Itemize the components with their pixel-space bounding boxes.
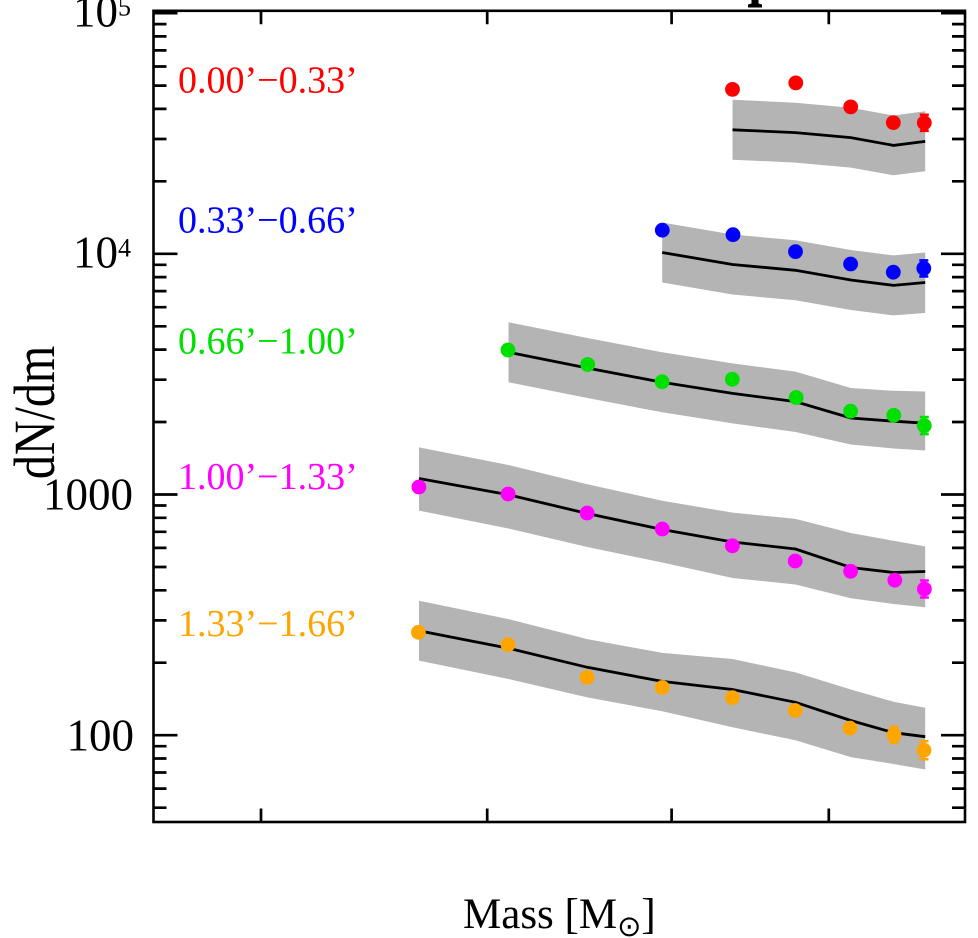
- svg-text:1.00’−1.33’: 1.00’−1.33’: [178, 456, 358, 498]
- svg-text:dN/dm: dN/dm: [2, 346, 68, 479]
- svg-text:100: 100: [67, 711, 135, 761]
- svg-text:1.33’−1.66’: 1.33’−1.66’: [178, 603, 358, 645]
- svg-text:0.33’−0.66’: 0.33’−0.66’: [178, 200, 358, 242]
- svg-text:0.66’−1.00’: 0.66’−1.00’: [178, 320, 358, 362]
- svg-text:0.00’−0.33’: 0.00’−0.33’: [178, 60, 358, 102]
- svg-text:1000: 1000: [43, 470, 133, 520]
- svg-text:105: 105: [73, 0, 131, 37]
